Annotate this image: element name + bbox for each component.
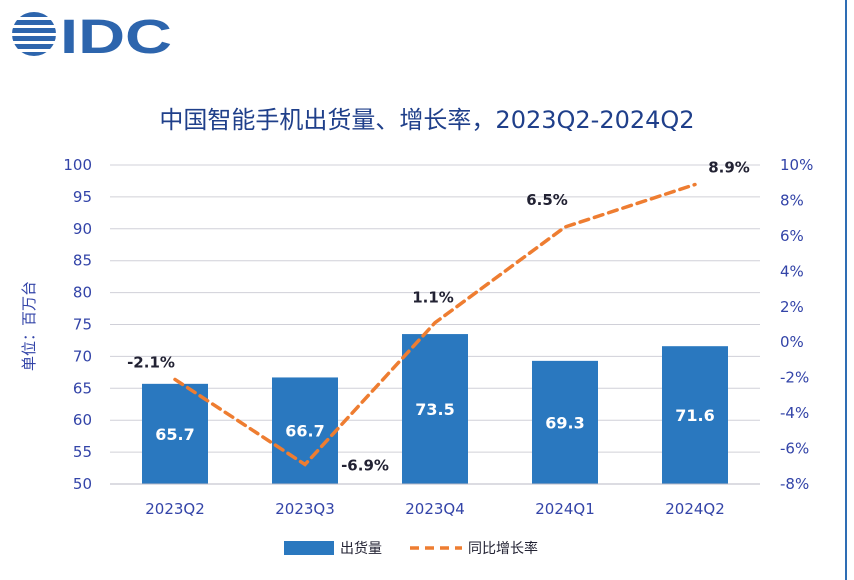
y-tick-label: 75 <box>73 316 92 334</box>
logo-wordmark: IDC <box>60 11 172 62</box>
bar-value-label: 66.7 <box>285 422 324 441</box>
frame-border <box>845 0 847 580</box>
y-tick-label: 100 <box>63 156 92 174</box>
y-axis-label: 单位：百万台 <box>20 281 38 371</box>
bar-value-label: 69.3 <box>545 413 584 432</box>
y2-tick-label: -8% <box>780 475 809 493</box>
y-tick-label: 60 <box>73 411 92 429</box>
line-value-label: 8.9% <box>708 158 750 176</box>
y-tick-label: 90 <box>73 220 92 238</box>
y-tick-label: 70 <box>73 347 92 365</box>
y2-tick-label: 0% <box>780 333 804 351</box>
y-tick-label: 55 <box>73 443 92 461</box>
line-value-label: 1.1% <box>412 289 454 307</box>
bar <box>662 346 728 484</box>
chart-title: 中国智能手机出货量、增长率，2023Q2-2024Q2 <box>159 106 694 134</box>
y2-tick-label: 6% <box>780 227 804 245</box>
y2-tick-label: 4% <box>780 262 804 280</box>
y-tick-label: 85 <box>73 252 92 270</box>
bar <box>532 360 598 484</box>
y2-tick-label: -6% <box>780 440 809 458</box>
legend-label: 同比增长率 <box>468 540 538 557</box>
bar-value-label: 65.7 <box>155 425 194 444</box>
x-tick-label: 2024Q1 <box>535 500 595 518</box>
line-value-label: -6.9% <box>341 457 389 475</box>
y2-tick-label: 8% <box>780 191 804 209</box>
y2-tick-label: -2% <box>780 369 809 387</box>
right-axis: -8% -6% -4% -2% 0% 2% 4% 6% 8% 10% <box>780 156 813 493</box>
line-value-label: -2.1% <box>127 353 175 371</box>
bar <box>142 383 208 484</box>
bar <box>402 334 468 484</box>
x-tick-label: 2023Q4 <box>405 500 465 518</box>
bar-value-label: 73.5 <box>415 400 454 419</box>
line-value-label: 6.5% <box>526 191 568 209</box>
x-tick-label: 2023Q2 <box>145 500 205 518</box>
y2-tick-label: 2% <box>780 298 804 316</box>
y2-tick-label: -4% <box>780 404 809 422</box>
y-tick-label: 65 <box>73 379 92 397</box>
line-series: -2.1% -6.9% 1.1% 6.5% 8.9% <box>127 158 750 474</box>
x-tick-label: 2023Q3 <box>275 500 335 518</box>
left-axis: 50 55 60 65 70 75 80 85 90 95 100 <box>63 156 92 493</box>
y-tick-label: 95 <box>73 188 92 206</box>
legend: 出货量 同比增长率 <box>284 540 538 557</box>
legend-label: 出货量 <box>340 540 382 557</box>
x-axis: 2023Q2 2023Q3 2023Q4 2024Q1 2024Q2 <box>110 483 760 518</box>
globe-icon <box>12 12 56 56</box>
y-tick-label: 50 <box>73 475 92 493</box>
y-tick-label: 80 <box>73 284 92 302</box>
y2-tick-label: 10% <box>780 156 813 174</box>
idc-logo: IDC <box>12 11 172 62</box>
x-tick-label: 2024Q2 <box>665 500 725 518</box>
legend-swatch-bar <box>284 541 334 555</box>
bar-value-label: 71.6 <box>675 406 714 425</box>
